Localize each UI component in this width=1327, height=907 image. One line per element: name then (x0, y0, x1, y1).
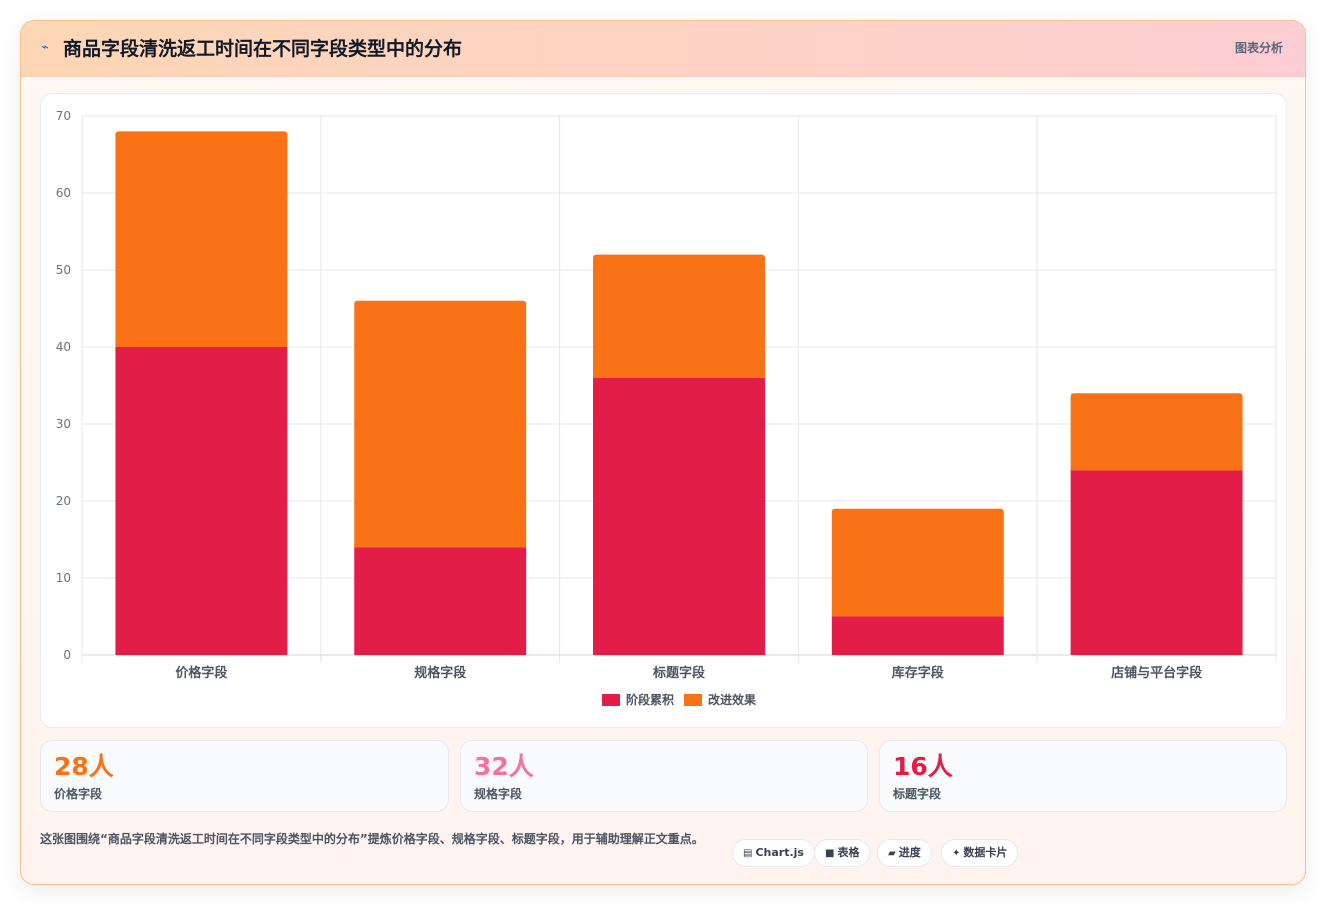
stat-card-spec: 32人 规格字段 (460, 740, 868, 812)
legend-label: 改进效果 (708, 692, 756, 707)
bar-segment (593, 254, 765, 378)
pill-label: 表格 (837, 846, 860, 859)
bar-segment (831, 508, 1004, 617)
x-tick-label: 规格字段 (414, 665, 466, 681)
stacked-bar-chart: 0 10 20 30 40 50 60 70 价格字段 规格字段 标题字段 库存字段 店铺与平台字段阶段… (56, 109, 1277, 707)
stat-value: 16人 (893, 752, 953, 781)
bar-segment (354, 547, 527, 655)
chart-analysis-tag: 图表分析 (1234, 41, 1283, 55)
sparkle-icon: ✦ (952, 848, 961, 859)
stat-card-title: 16人 标题字段 (879, 740, 1287, 812)
stat-label: 标题字段 (893, 787, 942, 801)
stat-label: 价格字段 (54, 787, 103, 801)
y-tick-label: 10 (56, 571, 71, 585)
bar-segment (831, 616, 1004, 655)
legend-swatch (602, 694, 620, 706)
bar-segment-base (115, 343, 288, 347)
bar-segment-base (1070, 466, 1243, 471)
pill-label: 数据卡片 (963, 846, 1008, 859)
legend-label: 阶段累积 (626, 692, 674, 707)
chart-icon: ▤ (743, 848, 753, 859)
bar-segment (115, 347, 288, 655)
bar-segment-base (354, 543, 527, 548)
x-tick-label: 库存字段 (892, 665, 944, 681)
table-icon: ■ (825, 848, 835, 859)
card-header: ⌁ 商品字段清洗返工时间在不同字段类型中的分布 图表分析 (21, 21, 1305, 77)
bar-segment (1070, 470, 1243, 655)
pill-chartjs[interactable]: ▤ Chart.js (732, 839, 815, 867)
bar-segment (354, 300, 527, 548)
chart-spark-icon: ⌁ (41, 40, 49, 55)
pill-data-card[interactable]: ✦ 数据卡片 (941, 839, 1019, 867)
y-tick-label: 20 (56, 494, 71, 508)
progress-icon: ▰ (888, 848, 896, 859)
stat-value: 28人 (54, 752, 114, 781)
stat-value: 32人 (474, 752, 534, 781)
x-tick-label: 店铺与平台字段 (1111, 665, 1202, 681)
y-tick-label: 0 (63, 648, 71, 662)
pill-label: 进度 (898, 846, 921, 859)
pill-label: Chart.js (755, 846, 804, 859)
bar-segment-base (593, 373, 765, 378)
y-tick-label: 60 (56, 186, 71, 200)
chart-panel: 0 10 20 30 40 50 60 70 价格字段 规格字段 标题字段 库存字段 店铺与平台字段阶段… (40, 93, 1287, 728)
y-tick-label: 70 (56, 109, 71, 123)
pill-table[interactable]: ■ 表格 (814, 839, 871, 867)
chart-description: 这张图围绕“商品字段清洗返工时间在不同字段类型中的分布”提炼价格字段、规格字段、… (40, 832, 704, 846)
y-tick-label: 30 (56, 417, 71, 431)
y-tick-label: 50 (56, 263, 71, 277)
legend-swatch (684, 694, 702, 706)
pill-progress[interactable]: ▰ 进度 (877, 839, 932, 867)
bar-segment-base (831, 612, 1004, 617)
bar-segment (593, 377, 765, 655)
bar-segment (115, 131, 288, 347)
x-tick-label: 标题字段 (652, 665, 705, 681)
bar-segment (1070, 393, 1243, 471)
stat-label: 规格字段 (474, 787, 523, 801)
x-tick-label: 价格字段 (175, 665, 227, 681)
page-title: 商品字段清洗返工时间在不同字段类型中的分布 (63, 38, 463, 60)
stat-card-price: 28人 价格字段 (40, 740, 449, 812)
chart-card: ⌁ 商品字段清洗返工时间在不同字段类型中的分布 图表分析 0 10 20 30 40 50… (20, 20, 1306, 885)
y-tick-label: 40 (56, 340, 71, 354)
